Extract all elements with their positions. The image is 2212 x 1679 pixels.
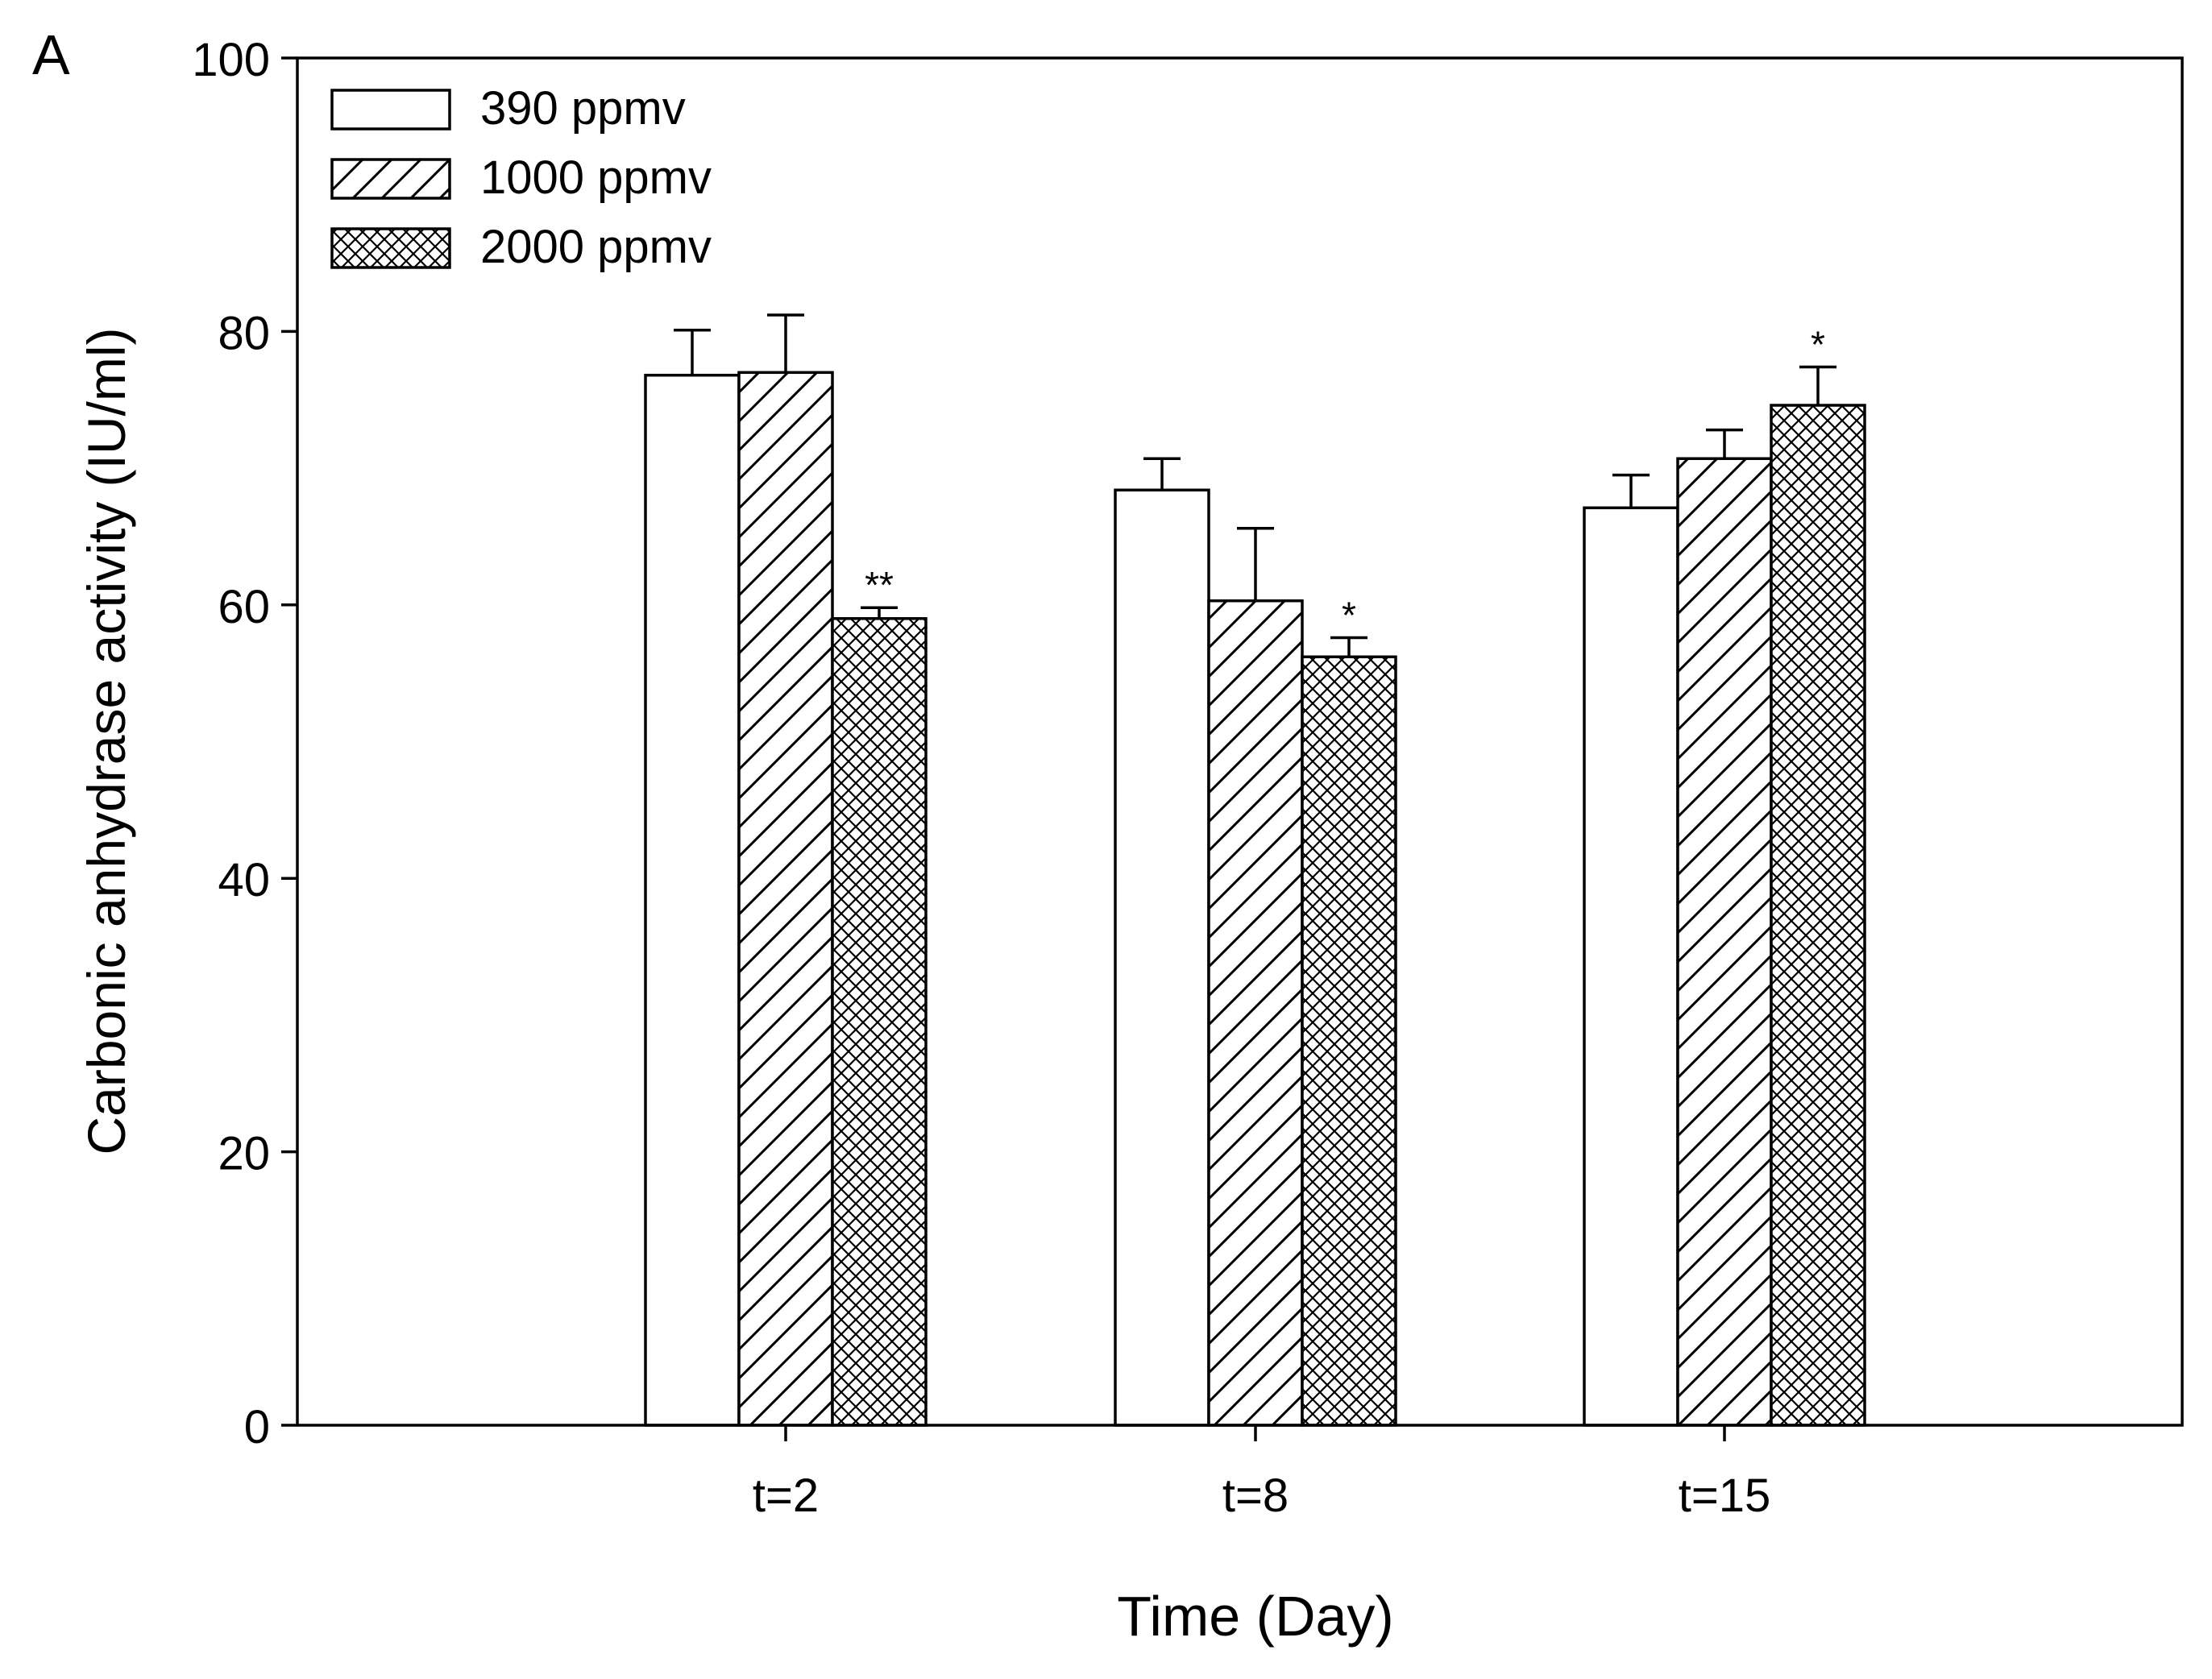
bar-2000-ppmv-t=8 (1301, 655, 1397, 1427)
legend-label: 2000 ppmv (480, 221, 712, 273)
bar-1000-ppmv-t=2 (737, 371, 834, 1427)
x-axis-ticks: t=2 t=8 t=15 (753, 1425, 1770, 1522)
legend-label: 1000 ppmv (480, 151, 712, 204)
legend: 390 ppmv 1000 ppmv 2000 ppmv (330, 82, 712, 273)
bar-2000-ppmv-t=15 (1770, 404, 1866, 1427)
y-tick-label: 20 (218, 1128, 270, 1180)
x-tick-label: t=2 (753, 1470, 819, 1522)
panel-label: A (32, 23, 70, 86)
significance-label: ** (865, 564, 894, 606)
y-tick-label: 40 (218, 854, 270, 906)
bar-1000-ppmv-t=8 (1207, 599, 1304, 1427)
bar-390-ppmv-t=2 (644, 373, 741, 1427)
y-tick-label: 0 (244, 1401, 270, 1453)
legend-swatch (330, 227, 451, 269)
y-tick-label: 100 (192, 34, 270, 86)
legend-swatch (330, 89, 451, 131)
bar-390-ppmv-t=8 (1114, 488, 1210, 1427)
bar-2000-ppmv-t=2 (831, 617, 928, 1427)
y-tick-label: 80 (218, 307, 270, 359)
plot-area-frame (296, 56, 2184, 1427)
significance-label: * (1342, 595, 1356, 636)
x-axis-label: Time (Day) (1117, 1585, 1394, 1648)
y-axis-ticks: 0 20 40 60 80 100 (192, 34, 297, 1453)
x-tick-label: t=8 (1222, 1470, 1289, 1522)
bar-390-ppmv-t=15 (1583, 506, 1679, 1427)
y-tick-label: 60 (218, 581, 270, 633)
legend-swatch (330, 158, 451, 200)
legend-label: 390 ppmv (480, 82, 686, 135)
bars: **** (644, 313, 1866, 1427)
y-axis-label: Carbonic anhydrase activity (IU/ml) (77, 328, 136, 1155)
significance-label: * (1811, 324, 1825, 366)
x-tick-label: t=15 (1679, 1470, 1771, 1522)
bar-1000-ppmv-t=15 (1676, 457, 1773, 1427)
